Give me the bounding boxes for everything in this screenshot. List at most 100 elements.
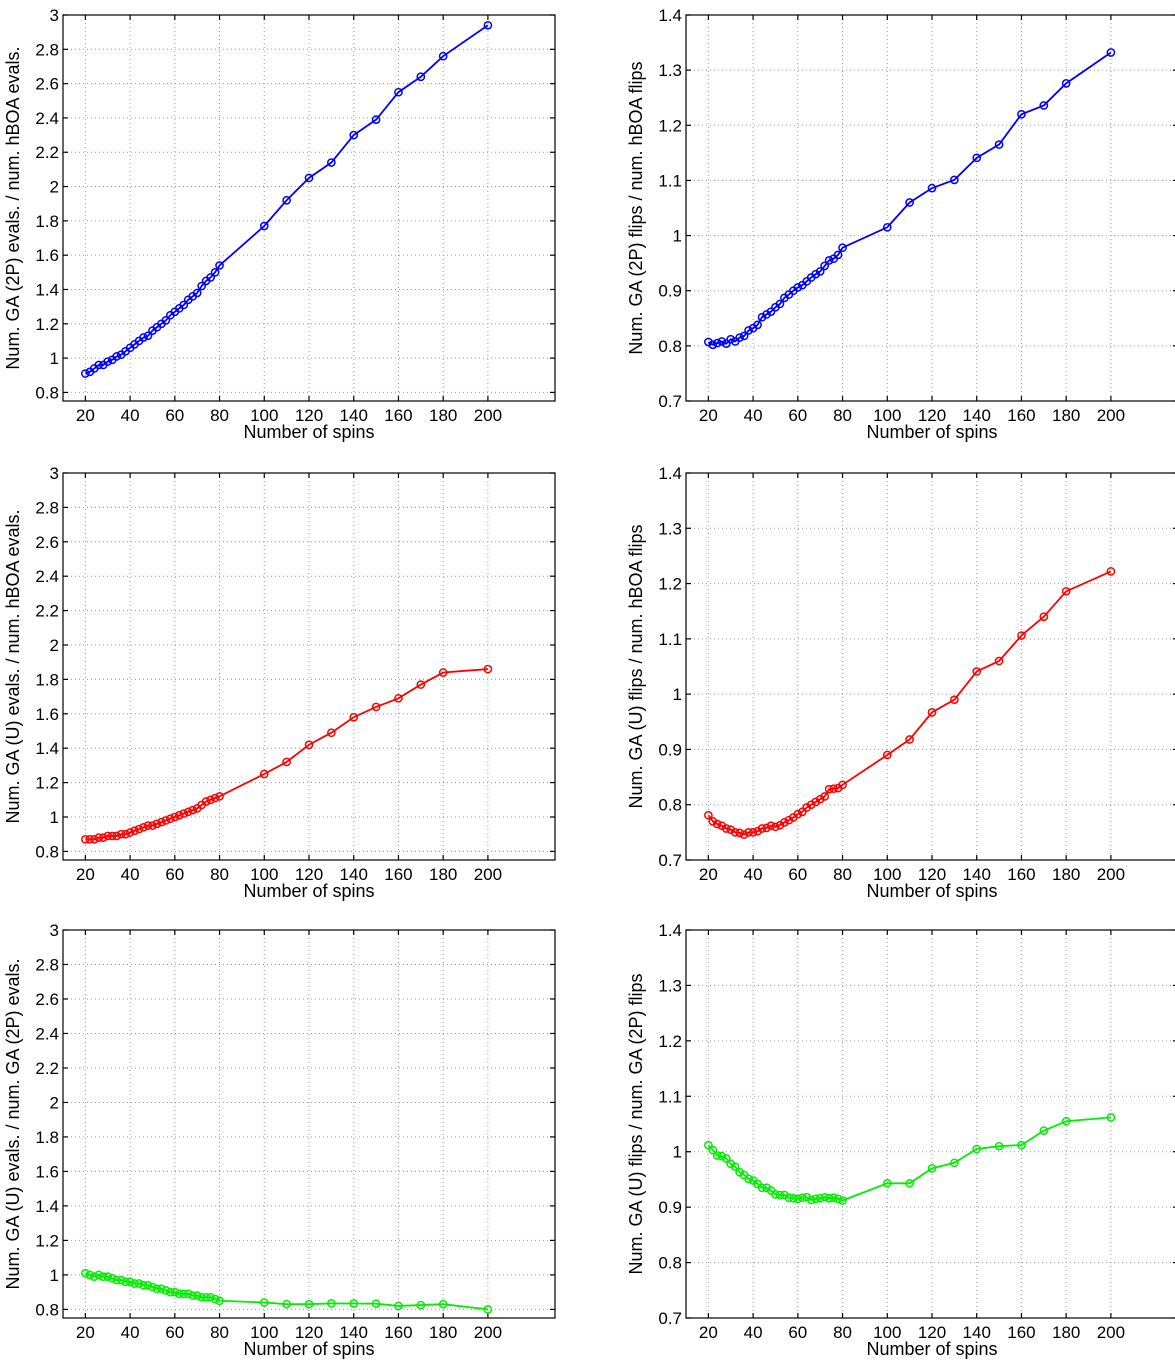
- data-point: [815, 1193, 825, 1203]
- x-tick-label: 180: [1052, 1323, 1080, 1342]
- data-point: [704, 1140, 713, 1150]
- data-point: [1017, 109, 1026, 119]
- x-tick-label: 140: [340, 406, 368, 425]
- data-point: [1039, 1126, 1049, 1136]
- data-point: [882, 750, 892, 760]
- x-tick-label: 20: [699, 865, 718, 884]
- data-point: [882, 222, 892, 232]
- data-point: [103, 831, 113, 841]
- data-point: [161, 1286, 171, 1295]
- data-point: [371, 115, 381, 124]
- data-point: [174, 1289, 184, 1299]
- y-tick-label: 2.4: [35, 109, 59, 128]
- x-tick-label: 40: [744, 865, 763, 884]
- data-point: [780, 818, 789, 827]
- y-tick-label: 0.9: [658, 1198, 682, 1217]
- y-tick-label: 1: [673, 227, 682, 246]
- y-tick-label: 2.2: [35, 1059, 59, 1078]
- data-point: [726, 825, 736, 834]
- data-point: [215, 792, 224, 801]
- y-tick-label: 1.1: [658, 1087, 682, 1106]
- data-point: [820, 792, 830, 801]
- series-line: [85, 668, 488, 841]
- data-point: [762, 823, 771, 833]
- x-tick-label: 80: [210, 1323, 229, 1342]
- y-tick-label: 0.8: [35, 383, 59, 402]
- data-point: [94, 1270, 104, 1280]
- y-tick-label: 1.6: [35, 246, 59, 265]
- data-point: [85, 1270, 95, 1280]
- y-tick-label: 1.1: [658, 630, 682, 649]
- chart-panel-6: 20 40 60 80 100 120 140 160 180 200 0.7 0.8 0.9 1 1.1 1…: [626, 921, 1175, 1359]
- data-point: [201, 1292, 211, 1302]
- data-point: [394, 1301, 403, 1311]
- data-point: [950, 695, 959, 705]
- series-line: [707, 1116, 1111, 1202]
- data-point: [304, 740, 314, 750]
- x-tick-label: 60: [788, 1323, 807, 1342]
- data-point: [708, 816, 718, 826]
- data-point: [143, 1280, 153, 1290]
- data-point: [165, 1287, 175, 1297]
- x-tick-label: 160: [1007, 1323, 1035, 1342]
- data-point: [197, 1292, 207, 1302]
- data-point: [416, 1300, 426, 1310]
- x-tick-label: 160: [384, 406, 412, 425]
- data-point: [994, 140, 1004, 149]
- y-tick-label: 1.1: [658, 171, 682, 190]
- y-tick-label: 2.8: [35, 40, 59, 59]
- data-point: [89, 1272, 99, 1281]
- data-point: [327, 158, 336, 167]
- data-point: [793, 809, 803, 819]
- data-point: [775, 820, 785, 830]
- data-point: [98, 1272, 108, 1281]
- data-point: [815, 794, 825, 804]
- data-point: [717, 337, 727, 346]
- data-point: [416, 680, 426, 689]
- y-tick-label: 1.2: [35, 1231, 59, 1250]
- x-tick-label: 200: [1097, 1323, 1125, 1342]
- data-point: [282, 195, 291, 205]
- x-tick-label: 140: [340, 865, 368, 884]
- data-point: [815, 267, 825, 276]
- data-point: [806, 1195, 816, 1205]
- y-tick-label: 2: [50, 178, 59, 197]
- y-tick-label: 0.8: [658, 796, 682, 815]
- x-tick-label: 20: [76, 865, 95, 884]
- data-point: [950, 175, 959, 185]
- x-tick-label: 120: [295, 865, 323, 884]
- data-point: [170, 812, 180, 822]
- data-point: [438, 51, 448, 61]
- plot-frame: [62, 929, 556, 1319]
- x-tick-label: 40: [121, 865, 140, 884]
- data-point: [744, 326, 753, 335]
- data-point: [824, 1193, 834, 1203]
- data-point: [206, 273, 215, 282]
- x-tick-label: 100: [873, 865, 901, 884]
- data-point: [394, 87, 403, 97]
- data-point: [121, 1277, 130, 1287]
- data-point: [174, 810, 184, 820]
- x-tick-label: 60: [788, 865, 807, 884]
- data-point: [139, 333, 148, 342]
- data-point: [739, 331, 749, 341]
- data-point: [143, 821, 153, 830]
- x-tick-label: 180: [429, 406, 457, 425]
- y-tick-label: 2.8: [35, 498, 59, 517]
- x-tick-label: 40: [744, 406, 763, 425]
- data-point: [806, 800, 816, 810]
- data-point: [927, 708, 937, 717]
- data-point: [130, 1279, 139, 1288]
- data-point: [708, 340, 718, 350]
- x-tick-label: 140: [963, 865, 991, 884]
- data-point: [349, 1299, 359, 1308]
- x-tick-label: 140: [340, 1323, 368, 1342]
- y-tick-label: 2.2: [35, 143, 59, 162]
- chart-panel-1: 20 40 60 80 100 120 140 160 180 200 0.8 1 1.2 1.4 1.6 1…: [3, 6, 556, 442]
- data-point: [81, 369, 90, 378]
- y-tick-label: 0.9: [658, 282, 682, 301]
- data-point: [201, 797, 211, 806]
- x-tick-label: 200: [474, 865, 502, 884]
- y-tick-label: 2.6: [35, 75, 59, 94]
- x-tick-label: 100: [873, 1323, 901, 1342]
